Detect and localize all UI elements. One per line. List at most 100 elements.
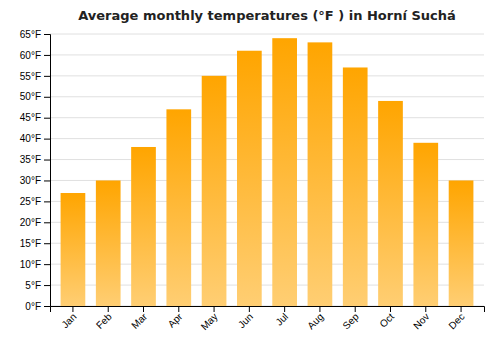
x-tick: May: [199, 306, 220, 332]
bar: [61, 193, 86, 306]
y-tick-mark: [44, 139, 50, 140]
y-tick: 45°F: [20, 112, 50, 123]
y-tick-label: 30°F: [20, 175, 41, 186]
y-tick-label: 15°F: [20, 238, 41, 249]
y-tick-label: 0°F: [25, 301, 41, 312]
bar: [96, 180, 121, 306]
x-tick: Jun: [236, 306, 255, 330]
x-tick: Jul: [273, 306, 290, 328]
y-tick-label: 65°F: [20, 29, 41, 40]
bar: [378, 101, 403, 306]
grid-line: [50, 96, 484, 97]
grid-line: [50, 138, 484, 139]
grid: [50, 34, 484, 306]
x-tick-label: Nov: [411, 311, 431, 331]
plot-area: Jan Feb Mar Apr May Jun Jul Aug Sep Oct Nov Dec 0°F 5…: [20, 29, 485, 332]
x-tick-mark: [214, 306, 215, 312]
y-tick-label: 25°F: [20, 196, 41, 207]
x-tick-mark: [108, 306, 109, 312]
x-tick-label: Dec: [446, 311, 466, 331]
x-tick-label: Oct: [377, 311, 396, 330]
y-tick-label: 40°F: [20, 133, 41, 144]
bar: [343, 67, 368, 306]
y-tick-label: 45°F: [20, 112, 41, 123]
bar: [272, 38, 297, 306]
x-tick-mark: [72, 306, 73, 312]
y-tick-label: 5°F: [25, 280, 41, 291]
y-tick-mark: [44, 97, 50, 98]
bar: [166, 109, 191, 306]
y-axis: 0°F 5°F 10°F 15°F 20°F 25°F 30°F 35°F 40°F 45°F 50…: [20, 29, 51, 312]
y-tick-mark: [44, 285, 50, 286]
x-tick-mark: [390, 306, 391, 312]
y-tick-label: 20°F: [20, 217, 41, 228]
y-tick-mark: [44, 180, 50, 181]
x-tick-mark: [425, 306, 426, 312]
x-tick: Oct: [377, 306, 396, 330]
y-tick: 40°F: [20, 133, 50, 144]
y-tick-mark: [44, 160, 50, 161]
y-tick: 0°F: [25, 301, 50, 312]
y-tick-label: 55°F: [20, 71, 41, 82]
y-tick: 60°F: [20, 50, 50, 61]
y-tick: 15°F: [20, 238, 50, 249]
x-tick: Feb: [94, 306, 114, 331]
x-tick-label: Apr: [166, 310, 185, 329]
bar: [237, 51, 262, 306]
y-tick-mark: [44, 34, 50, 35]
y-tick-label: 35°F: [20, 154, 41, 165]
y-tick: 65°F: [20, 29, 50, 40]
grid-line: [50, 75, 484, 76]
bar: [413, 143, 438, 306]
grid-line: [50, 117, 484, 118]
y-tick: 20°F: [20, 217, 50, 228]
chart-svg: Jan Feb Mar Apr May Jun Jul Aug Sep Oct Nov Dec 0°F 5…: [0, 0, 500, 350]
chart-container: Jan Feb Mar Apr May Jun Jul Aug Sep Oct Nov Dec 0°F 5…: [0, 0, 500, 350]
x-tick: Sep: [341, 306, 362, 331]
x-tick-mark: [178, 306, 179, 312]
y-tick: 50°F: [20, 91, 50, 102]
y-tick-mark: [44, 201, 50, 202]
x-tick: Jan: [59, 306, 78, 330]
x-tick-label: Sep: [341, 311, 362, 332]
bar: [449, 180, 474, 306]
bar: [131, 147, 156, 306]
y-tick-label: 60°F: [20, 50, 41, 61]
y-tick-mark: [44, 76, 50, 77]
x-tick-label: Jul: [273, 311, 290, 328]
x-tick: Aug: [305, 306, 325, 331]
y-tick: 30°F: [20, 175, 50, 186]
x-tick-mark: [249, 306, 250, 312]
y-tick-mark: [44, 264, 50, 265]
bar: [308, 42, 333, 306]
grid-line: [50, 34, 484, 35]
x-tick: Dec: [446, 306, 466, 331]
y-tick-mark: [44, 55, 50, 56]
x-tick: Mar: [129, 306, 149, 331]
x-tick-mark: [319, 306, 320, 312]
y-axis-line: [44, 35, 51, 307]
y-tick: 25°F: [20, 196, 50, 207]
y-tick-mark: [44, 118, 50, 119]
x-tick-label: Jan: [59, 311, 78, 330]
y-tick-label: 50°F: [20, 91, 41, 102]
x-tick: Nov: [411, 306, 431, 331]
x-tick-label: May: [199, 311, 220, 332]
y-tick: 55°F: [20, 71, 50, 82]
x-axis-line: [51, 307, 485, 313]
y-tick-mark: [44, 243, 50, 244]
x-tick-mark: [461, 306, 462, 312]
bar: [202, 76, 227, 306]
x-tick-label: Jun: [236, 311, 255, 330]
grid-line: [50, 54, 484, 55]
x-tick-label: Aug: [305, 311, 325, 331]
x-tick-mark: [284, 306, 285, 312]
y-tick-mark: [44, 306, 50, 307]
y-tick-label: 10°F: [20, 259, 41, 270]
y-tick-mark: [44, 222, 50, 223]
y-tick: 5°F: [25, 280, 50, 291]
x-tick-mark: [355, 306, 356, 312]
y-tick: 10°F: [20, 259, 50, 270]
title: Average monthly temperatures (°F ) in Ho…: [78, 8, 456, 23]
x-tick-label: Mar: [129, 310, 149, 330]
